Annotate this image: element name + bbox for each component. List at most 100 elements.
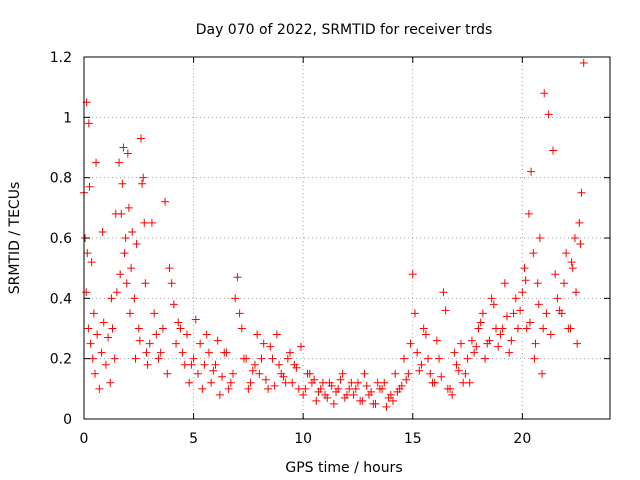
data-point (454, 366, 463, 375)
data-point (98, 227, 107, 236)
data-point (200, 360, 209, 369)
data-point (511, 294, 520, 303)
y-axis-label: SRMTID / TECUs (7, 182, 23, 295)
data-point (154, 354, 163, 363)
data-point (564, 324, 573, 333)
data-point (296, 342, 305, 351)
data-point (126, 309, 135, 318)
data-point (226, 378, 235, 387)
data-point (502, 312, 511, 321)
data-point (288, 378, 297, 387)
data-point (264, 384, 273, 393)
y-tick-label: 0.4 (50, 291, 72, 307)
data-point (441, 306, 450, 315)
data-point (521, 276, 530, 285)
y-tick-label: 0.2 (50, 352, 72, 368)
data-point (467, 336, 476, 345)
data-point (452, 360, 461, 369)
data-point (138, 179, 147, 188)
y-tick-label: 0 (63, 412, 72, 428)
data-point (544, 110, 553, 119)
data-point (318, 378, 327, 387)
data-point (367, 387, 376, 396)
data-point (87, 258, 96, 267)
data-point (93, 330, 102, 339)
data-point (424, 354, 433, 363)
data-point (169, 300, 178, 309)
data-point (384, 393, 393, 402)
data-point (507, 336, 516, 345)
data-point (562, 249, 571, 258)
data-point (130, 294, 139, 303)
data-point (529, 249, 538, 258)
data-point (145, 339, 154, 348)
data-point (237, 324, 246, 333)
data-point (213, 336, 222, 345)
data-point (542, 309, 551, 318)
data-point (161, 197, 170, 206)
data-point (142, 348, 151, 357)
data-point (338, 369, 347, 378)
data-point (520, 264, 529, 273)
data-point (435, 354, 444, 363)
data-point (92, 158, 101, 167)
data-point (389, 396, 398, 405)
data-point (470, 348, 479, 357)
data-point (110, 354, 119, 363)
data-point (207, 378, 216, 387)
data-point (135, 336, 144, 345)
data-point (123, 149, 132, 158)
data-point (283, 354, 292, 363)
data-point (99, 318, 108, 327)
data-point (345, 384, 354, 393)
data-point (250, 360, 259, 369)
data-point (120, 249, 129, 258)
data-point (97, 348, 106, 357)
data-point (209, 366, 218, 375)
data-point (224, 384, 233, 393)
data-point (509, 309, 518, 318)
data-point (122, 279, 131, 288)
data-point (426, 369, 435, 378)
data-point (555, 306, 564, 315)
data-point (404, 369, 413, 378)
data-point (132, 240, 141, 249)
data-point (222, 348, 231, 357)
data-point (312, 396, 321, 405)
y-tick-label: 1.2 (50, 50, 72, 66)
data-point (310, 375, 319, 384)
data-point (496, 330, 505, 339)
data-point (526, 318, 535, 327)
data-point (140, 218, 149, 227)
data-point (568, 264, 577, 273)
data-point (485, 336, 494, 345)
data-point (305, 369, 314, 378)
data-point (340, 393, 349, 402)
data-point (549, 146, 558, 155)
data-point (248, 366, 257, 375)
data-point (380, 378, 389, 387)
data-point (539, 324, 548, 333)
data-point (286, 348, 295, 357)
data-point (174, 318, 183, 327)
data-point (461, 369, 470, 378)
data-point (360, 369, 369, 378)
y-tick-label: 0.8 (50, 171, 72, 187)
data-point (500, 279, 509, 288)
data-point (472, 342, 481, 351)
data-point (494, 342, 503, 351)
data-point (121, 234, 130, 242)
data-point (332, 387, 341, 396)
data-point (534, 300, 543, 309)
data-point (167, 279, 176, 288)
x-tick-label: 0 (80, 431, 89, 447)
data-point (141, 279, 150, 288)
data-point (522, 324, 531, 333)
data-point (185, 378, 194, 387)
data-point (235, 309, 244, 318)
data-point (150, 309, 159, 318)
data-point (413, 348, 422, 357)
data-point (124, 203, 133, 212)
data-point (134, 324, 143, 333)
